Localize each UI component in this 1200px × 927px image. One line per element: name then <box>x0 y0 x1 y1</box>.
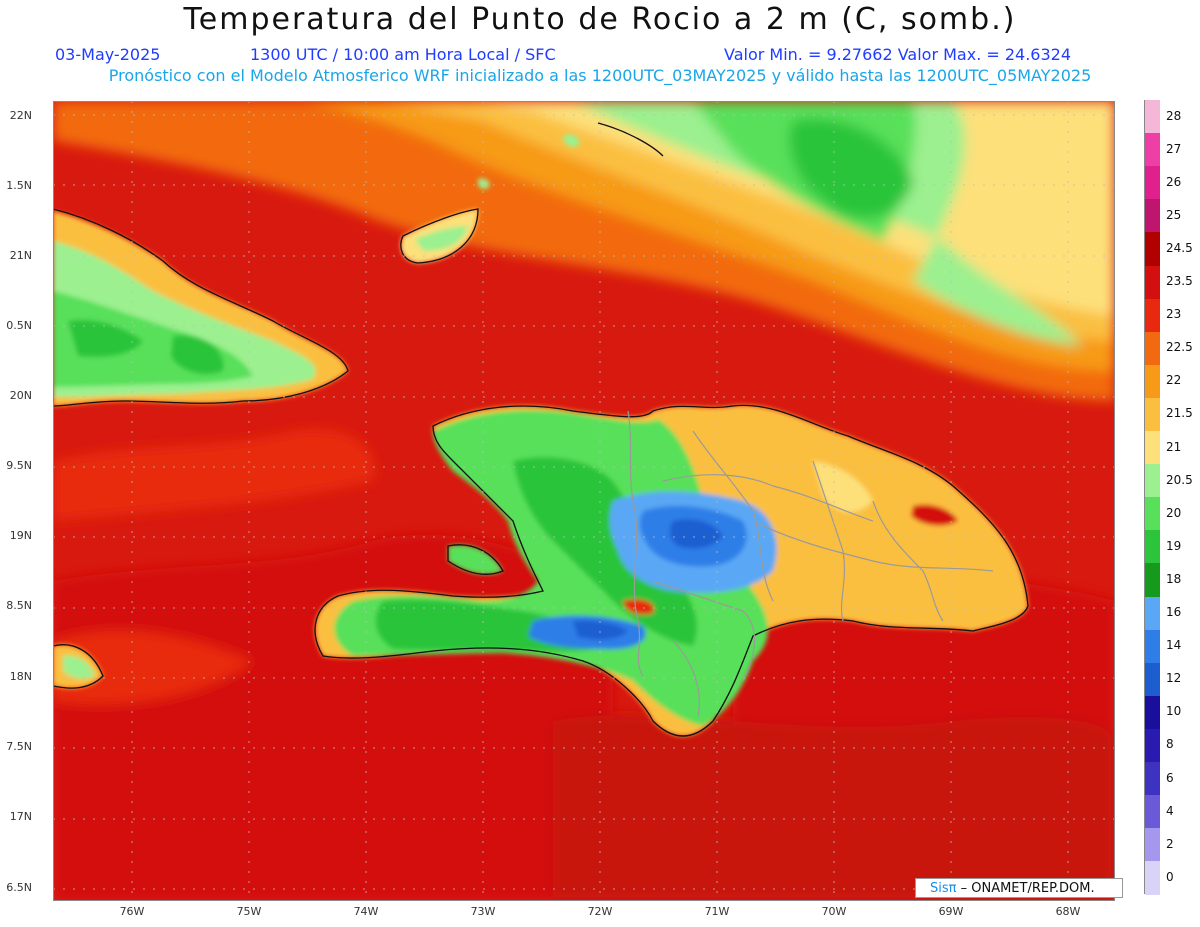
longitude-label: 74W <box>353 905 379 918</box>
colorbar-label: 18 <box>1166 571 1182 586</box>
forecast-date: 03-May-2025 <box>55 45 161 64</box>
colorbar-swatch <box>1145 232 1160 266</box>
colorbar-label: 0 <box>1166 869 1174 884</box>
latitude-label: 9.5N <box>6 459 32 472</box>
longitude-label: 72W <box>587 905 613 918</box>
latitude-label: 0.5N <box>6 319 32 332</box>
latitude-label: 19N <box>9 529 32 542</box>
colorbar-label: 25 <box>1166 207 1182 222</box>
colorbar-swatch <box>1145 100 1160 134</box>
latitude-label: 1.5N <box>6 179 32 192</box>
credit-text: – ONAMET/REP.DOM. <box>960 881 1095 896</box>
colorbar-swatch <box>1145 662 1160 697</box>
latitude-label: 21N <box>9 249 32 262</box>
colorbar-swatch <box>1145 397 1160 432</box>
latitude-label: 7.5N <box>6 740 32 753</box>
colorbar-label: 2 <box>1166 836 1174 851</box>
colorbar-swatch <box>1145 133 1160 167</box>
colorbar-label: 16 <box>1166 605 1182 620</box>
colorbar-swatch <box>1145 364 1160 399</box>
min-max-values: Valor Min. = 9.27662 Valor Max. = 24.632… <box>724 45 1072 64</box>
latitude-label: 8.5N <box>6 599 32 612</box>
colorbar-swatch <box>1145 795 1160 829</box>
latitude-label: 20N <box>9 389 32 402</box>
latitude-label: 18N <box>9 670 32 683</box>
colorbar-swatch <box>1145 762 1160 796</box>
longitude-label: 73W <box>470 905 496 918</box>
model-info: Pronóstico con el Modelo Atmosferico WRF… <box>108 66 1092 85</box>
colorbar-label: 26 <box>1166 174 1182 189</box>
colorbar-label: 23.5 <box>1166 274 1193 289</box>
colorbar-swatch <box>1145 629 1160 664</box>
colorbar-label: 20 <box>1166 505 1182 520</box>
colorbar-swatch <box>1145 861 1160 895</box>
colorbar-label: 12 <box>1166 671 1182 686</box>
colorbar-label: 8 <box>1166 737 1174 752</box>
longitude-label: 70W <box>821 905 847 918</box>
sis-logo: Sisπ <box>930 881 957 896</box>
colorbar-swatch <box>1145 166 1160 200</box>
colorbar-swatch <box>1145 265 1160 300</box>
latitude-label: 6.5N <box>6 881 32 894</box>
colorbar-label: 21 <box>1166 439 1182 454</box>
longitude-label: 68W <box>1055 905 1081 918</box>
colorbar-label: 19 <box>1166 538 1182 553</box>
dewpoint-map <box>53 101 1115 901</box>
colorbar-swatch <box>1145 464 1160 498</box>
colorbar-swatch <box>1145 695 1160 730</box>
longitude-label: 76W <box>119 905 145 918</box>
colorbar-swatch <box>1145 199 1160 233</box>
latitude-label: 17N <box>9 810 32 823</box>
longitude-label: 69W <box>938 905 964 918</box>
latitude-label: 22N <box>9 109 32 122</box>
colorbar-swatch <box>1145 828 1160 862</box>
colorbar-swatch <box>1145 728 1160 763</box>
colorbar-swatch <box>1145 331 1160 366</box>
longitude-label: 71W <box>704 905 730 918</box>
colorbar-label: 22.5 <box>1166 340 1193 355</box>
valid-time: 1300 UTC / 10:00 am Hora Local / SFC <box>250 45 556 64</box>
colorbar-label: 23 <box>1166 307 1182 322</box>
credit-box: Sisπ – ONAMET/REP.DOM. <box>915 878 1123 898</box>
longitude-label: 75W <box>236 905 262 918</box>
colorbar-label: 28 <box>1166 108 1182 123</box>
colorbar-label: 22 <box>1166 373 1182 388</box>
colorbar-label: 14 <box>1166 638 1182 653</box>
colorbar-swatch <box>1145 596 1160 631</box>
colorbar-swatch <box>1145 298 1160 333</box>
colorbar-label: 27 <box>1166 141 1182 156</box>
colorbar-swatch <box>1145 431 1160 465</box>
colorbar-swatch <box>1145 530 1160 564</box>
map-title: Temperatura del Punto de Rocio a 2 m (C,… <box>183 2 1017 37</box>
colorbar-label: 21.5 <box>1166 406 1193 421</box>
colorbar-swatch <box>1145 563 1160 597</box>
colorbar-label: 10 <box>1166 704 1182 719</box>
colorbar-label: 4 <box>1166 803 1174 818</box>
colorbar-label: 6 <box>1166 770 1174 785</box>
colorbar-swatch <box>1145 497 1160 531</box>
colorbar-label: 24.5 <box>1166 240 1193 255</box>
colorbar-label: 20.5 <box>1166 472 1193 487</box>
